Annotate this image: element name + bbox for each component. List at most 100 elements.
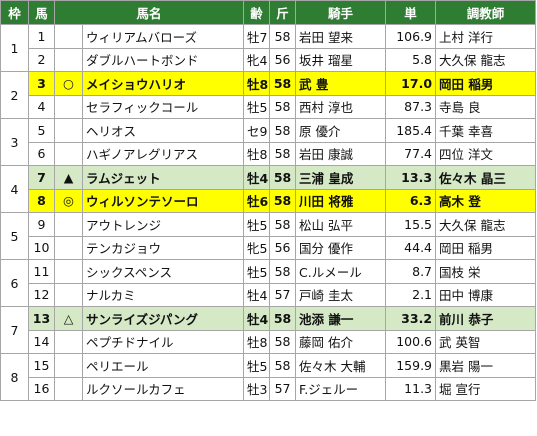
horse-name-cell: メイショウハリオ [81,71,245,96]
sex-age-cell: 牡4 [243,165,271,190]
horse-name-cell: ウィリアムバローズ [81,24,245,49]
horse-number-cell: 1 [28,24,55,49]
horse-number-cell: 5 [28,118,55,143]
horse-number-cell: 10 [28,235,55,260]
horse-number-cell: 2 [28,47,55,72]
race-entries-table: 枠 馬 馬名 齢 斤 騎手 単 調教師 1 1 ウィリアムバローズ 牡7 58 岩田 望来… [0,0,537,401]
weight-cell: 56 [269,235,297,260]
header-trainer: 調教師 [435,0,537,25]
jockey-cell: C.ルメール [295,259,387,284]
horse-name-cell: ハギノアレグリアス [81,141,245,166]
trainer-cell: 国枝 栄 [435,259,537,284]
sex-age-cell: 牡5 [243,94,271,119]
weight-cell: 58 [269,329,297,354]
header-jockey: 騎手 [295,0,387,25]
weight-cell: 56 [269,47,297,72]
sex-age-cell: 牡5 [243,353,271,378]
sex-age-cell: 牡8 [243,329,271,354]
trainer-cell: 大久保 龍志 [435,212,537,237]
horse-name-cell: ペプチドナイル [81,329,245,354]
waku-cell: 5 [0,212,29,260]
prediction-mark-cell [54,212,83,237]
horse-name-cell: ナルカミ [81,282,245,307]
table-row: 1 1 ウィリアムバローズ 牡7 58 岩田 望来 106.9 上村 洋行 [0,24,537,72]
horse-name-cell: サンライズジパング [81,306,245,331]
prediction-mark-cell [54,259,83,284]
prediction-mark-cell [54,24,83,49]
waku-cell: 7 [0,306,29,354]
table-row: 6 ハギノアレグリアス 牡8 58 岩田 康誠 77.4 四位 洋文 [1,141,537,166]
header-name: 馬名 [53,0,245,25]
waku-cell: 2 [0,71,29,119]
prediction-mark-cell [54,94,83,119]
weight-cell: 58 [269,188,297,213]
odds-cell: 77.4 [385,141,437,166]
prediction-mark-cell [54,235,83,260]
table-row: 3 5 ヘリオス セ9 58 原 優介 185.4 千葉 幸喜 [0,118,537,166]
weight-cell: 58 [269,24,297,49]
table-row: 2 3 ○ メイショウハリオ 牡8 58 武 豊 17.0 岡田 稲男 [0,71,537,119]
sex-age-cell: 牡4 [243,306,271,331]
prediction-mark-cell [54,329,83,354]
table-header-row: 枠 馬 馬名 齢 斤 騎手 単 調教師 [0,0,537,25]
header-waku: 枠 [0,0,29,25]
horse-number-cell: 16 [28,376,55,401]
weight-cell: 58 [269,94,297,119]
horse-name-cell: ペリエール [81,353,245,378]
table-row: 6 11 シックスペンス 牡5 58 C.ルメール 8.7 国枝 栄 [0,259,537,307]
sex-age-cell: 牝5 [243,235,271,260]
horse-number-cell: 12 [28,282,55,307]
prediction-mark-cell: △ [54,306,83,331]
jockey-cell: 戸崎 圭太 [295,282,387,307]
trainer-cell: 堀 宣行 [435,376,537,401]
weight-cell: 57 [269,282,297,307]
jockey-cell: 坂井 瑠星 [295,47,387,72]
odds-cell: 44.4 [385,235,437,260]
jockey-cell: 池添 謙一 [295,306,387,331]
sex-age-cell: 牡8 [243,141,271,166]
jockey-cell: 藤岡 佑介 [295,329,387,354]
table-row: 4 セラフィックコール 牡5 58 西村 淳也 87.3 寺島 良 [1,94,537,119]
table-body: 1 1 ウィリアムバローズ 牡7 58 岩田 望来 106.9 上村 洋行 2 ダブルハートボンド… [0,24,537,401]
horse-number-cell: 13 [28,306,55,331]
header-uma: 馬 [28,0,55,25]
weight-cell: 58 [269,118,297,143]
jockey-cell: 国分 優作 [295,235,387,260]
prediction-mark-cell: ◎ [54,188,83,213]
jockey-cell: F.ジェルー [295,376,387,401]
weight-cell: 58 [269,141,297,166]
jockey-cell: 松山 弘平 [295,212,387,237]
horse-name-cell: ルクソールカフェ [81,376,245,401]
horse-number-cell: 4 [28,94,55,119]
waku-cell: 1 [0,24,29,72]
jockey-cell: 岩田 康誠 [295,141,387,166]
table-row: 7 13 △ サンライズジパング 牡4 58 池添 謙一 33.2 前川 恭子 [0,306,537,354]
odds-cell: 159.9 [385,353,437,378]
prediction-mark-cell [54,141,83,166]
table-row: 16 ルクソールカフェ 牡3 57 F.ジェルー 11.3 堀 宣行 [1,376,537,401]
horse-name-cell: ヘリオス [81,118,245,143]
odds-cell: 15.5 [385,212,437,237]
horse-number-cell: 6 [28,141,55,166]
horse-number-cell: 8 [28,188,55,213]
odds-cell: 2.1 [385,282,437,307]
table-row: 4 7 ▲ ラムジェット 牡4 58 三浦 皇成 13.3 佐々木 晶三 [0,165,537,213]
sex-age-cell: セ9 [243,118,271,143]
sex-age-cell: 牡8 [243,71,271,96]
weight-cell: 58 [269,71,297,96]
horse-name-cell: セラフィックコール [81,94,245,119]
sex-age-cell: 牡5 [243,212,271,237]
table-row: 8 15 ペリエール 牡5 58 佐々木 大輔 159.9 黒岩 陽一 [0,353,537,401]
sex-age-cell: 牝4 [243,47,271,72]
prediction-mark-cell [54,353,83,378]
odds-cell: 8.7 [385,259,437,284]
horse-number-cell: 7 [28,165,55,190]
weight-cell: 58 [269,353,297,378]
trainer-cell: 武 英智 [435,329,537,354]
trainer-cell: 田中 博康 [435,282,537,307]
horse-name-cell: シックスペンス [81,259,245,284]
odds-cell: 17.0 [385,71,437,96]
header-sex-age: 齢 [243,0,271,25]
horse-name-cell: アウトレンジ [81,212,245,237]
weight-cell: 58 [269,259,297,284]
